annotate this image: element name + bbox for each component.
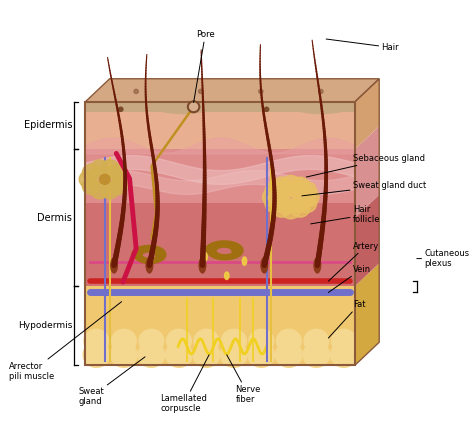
- Text: Fat: Fat: [328, 300, 365, 338]
- Circle shape: [79, 171, 97, 188]
- Polygon shape: [355, 79, 379, 149]
- Circle shape: [264, 107, 269, 112]
- Text: Sweat gland duct: Sweat gland duct: [302, 181, 426, 196]
- Circle shape: [265, 182, 284, 200]
- Text: Nerve
fiber: Nerve fiber: [227, 355, 261, 404]
- Text: Sebaceous gland: Sebaceous gland: [306, 154, 425, 177]
- Circle shape: [331, 329, 356, 353]
- Circle shape: [249, 329, 274, 353]
- Circle shape: [118, 107, 123, 112]
- Circle shape: [83, 342, 109, 368]
- Circle shape: [281, 200, 301, 219]
- Circle shape: [82, 178, 100, 195]
- Circle shape: [134, 89, 138, 93]
- Ellipse shape: [110, 257, 118, 274]
- Polygon shape: [355, 195, 379, 286]
- Circle shape: [276, 329, 301, 353]
- Circle shape: [100, 174, 110, 184]
- Circle shape: [268, 189, 287, 206]
- Circle shape: [91, 160, 109, 176]
- Text: Hypodermis: Hypodermis: [18, 321, 72, 330]
- Ellipse shape: [242, 257, 246, 265]
- Ellipse shape: [313, 257, 321, 274]
- FancyBboxPatch shape: [85, 102, 355, 112]
- Circle shape: [221, 329, 246, 353]
- FancyBboxPatch shape: [85, 127, 355, 203]
- Circle shape: [297, 182, 317, 200]
- Circle shape: [330, 342, 357, 368]
- Circle shape: [109, 178, 127, 195]
- Circle shape: [101, 160, 119, 176]
- Text: Pore: Pore: [193, 30, 215, 103]
- Circle shape: [272, 199, 291, 217]
- Text: Artery: Artery: [328, 242, 379, 281]
- Circle shape: [139, 329, 164, 353]
- Circle shape: [193, 342, 219, 368]
- Text: Epidermis: Epidermis: [24, 120, 72, 131]
- Circle shape: [111, 329, 136, 353]
- Circle shape: [193, 106, 198, 110]
- Circle shape: [291, 196, 308, 213]
- Circle shape: [248, 342, 274, 368]
- Text: Dermis: Dermis: [37, 213, 72, 223]
- Text: Sweat
gland: Sweat gland: [79, 357, 145, 406]
- Circle shape: [101, 182, 119, 199]
- Ellipse shape: [225, 272, 229, 280]
- Ellipse shape: [146, 257, 154, 274]
- Circle shape: [303, 342, 329, 368]
- Circle shape: [289, 181, 309, 200]
- FancyBboxPatch shape: [85, 102, 355, 149]
- Circle shape: [91, 182, 109, 199]
- Circle shape: [293, 187, 315, 207]
- FancyBboxPatch shape: [85, 149, 355, 286]
- Circle shape: [263, 188, 282, 206]
- Circle shape: [291, 199, 310, 217]
- Circle shape: [199, 89, 203, 93]
- Circle shape: [300, 188, 319, 206]
- Polygon shape: [355, 263, 379, 365]
- Circle shape: [194, 329, 219, 353]
- Circle shape: [265, 194, 284, 213]
- Ellipse shape: [199, 257, 207, 274]
- Circle shape: [281, 176, 301, 194]
- Circle shape: [220, 342, 247, 368]
- Circle shape: [188, 101, 200, 112]
- Circle shape: [319, 89, 323, 93]
- Circle shape: [304, 329, 329, 353]
- Text: Hair: Hair: [326, 39, 399, 52]
- Circle shape: [297, 194, 317, 213]
- Circle shape: [259, 89, 263, 93]
- Circle shape: [275, 342, 302, 368]
- Circle shape: [84, 329, 109, 353]
- Circle shape: [113, 171, 130, 188]
- Ellipse shape: [202, 252, 207, 261]
- Circle shape: [272, 177, 291, 195]
- Circle shape: [165, 342, 192, 368]
- Circle shape: [82, 164, 100, 181]
- Text: Cutaneous
plexus: Cutaneous plexus: [417, 249, 469, 268]
- Circle shape: [291, 177, 310, 195]
- Polygon shape: [355, 126, 379, 218]
- Text: Hair
follicle: Hair follicle: [311, 205, 380, 224]
- FancyBboxPatch shape: [85, 286, 355, 365]
- Circle shape: [276, 197, 294, 214]
- Text: Lamellated
corpuscle: Lamellated corpuscle: [161, 355, 209, 413]
- Text: Vein: Vein: [328, 264, 371, 293]
- Text: Arrector
pili muscle: Arrector pili muscle: [9, 302, 122, 381]
- Circle shape: [110, 342, 137, 368]
- Circle shape: [109, 164, 127, 181]
- Circle shape: [276, 180, 295, 198]
- Ellipse shape: [260, 257, 268, 274]
- Circle shape: [166, 329, 191, 353]
- Polygon shape: [85, 79, 379, 102]
- Circle shape: [138, 342, 164, 368]
